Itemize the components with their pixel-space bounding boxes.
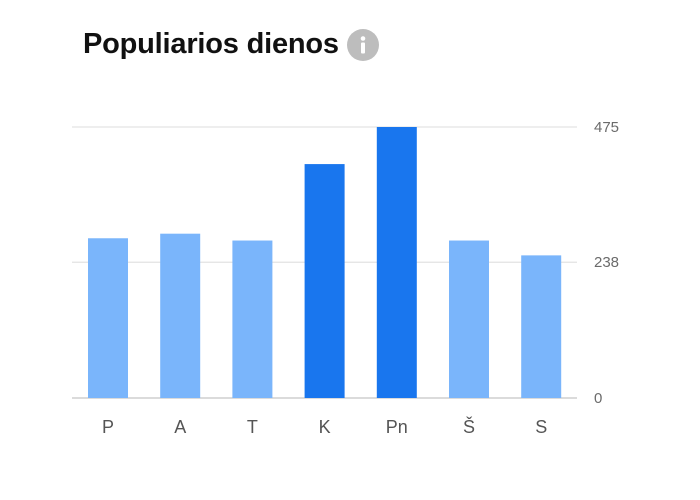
chart-header: Populiarios dienos [83, 28, 379, 61]
x-category-label: K [319, 417, 331, 437]
bar-4[interactable] [304, 164, 345, 398]
info-icon[interactable] [346, 28, 379, 61]
y-tick-label: 0 [594, 390, 602, 407]
x-category-label: T [247, 417, 258, 437]
info-glyph [360, 35, 366, 53]
label-layer: 0 238 475 P A T K Pn Š S [102, 119, 619, 437]
x-category-label: S [535, 417, 547, 437]
bar-layer [88, 127, 562, 398]
bar-5[interactable] [376, 127, 417, 398]
chart-title: Populiarios dienos [83, 28, 339, 60]
x-category-label: Pn [386, 417, 408, 437]
bar-6[interactable] [449, 240, 489, 398]
bar-2[interactable] [160, 233, 201, 398]
bar-3[interactable] [232, 240, 273, 398]
x-category-label: Š [463, 416, 475, 437]
y-tick-label: 475 [594, 119, 619, 136]
x-category-label: P [102, 417, 114, 437]
bar-7[interactable] [521, 255, 562, 398]
x-category-label: A [174, 417, 186, 437]
y-tick-label: 238 [594, 254, 619, 271]
bar-1[interactable] [88, 238, 128, 398]
